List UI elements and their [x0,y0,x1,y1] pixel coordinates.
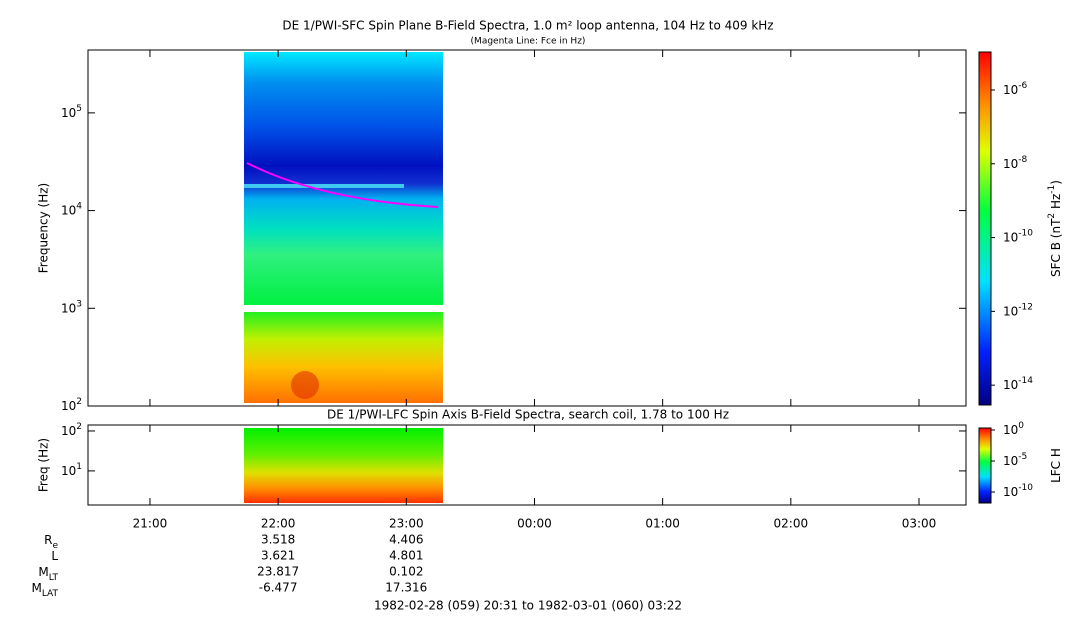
y-tick-label: 103 [61,299,82,315]
text-sup: -14 [1018,376,1033,386]
text: 10 [61,105,76,119]
text: 10 [1003,230,1018,244]
orbit-label: MLAT [31,581,58,599]
footer: 1982-02-28 (059) 20:31 to 1982-03-01 (06… [374,599,682,613]
x-tick-label: 00:00 [517,517,552,531]
spectrogram-feature [291,371,319,399]
spectrogram-low [244,312,443,403]
colorbar-tick-label: 10-8 [1003,154,1028,170]
y-tick-label: 101 [61,461,82,477]
text: R [44,533,52,547]
y-axis-label: Frequency (Hz) [37,183,51,274]
orbit-label: MLT [38,565,58,583]
orbit-label: Re [44,533,58,551]
colorbar-tick-label: 100 [1003,420,1024,436]
x-tick-label: 22:00 [261,517,296,531]
text-sup: -10 [1018,228,1033,238]
colorbar [979,52,991,405]
title: DE 1/PWI-SFC Spin Plane B-Field Spectra,… [282,19,773,33]
orbit-value: 23.817 [257,565,299,579]
text: ) [1049,180,1063,185]
text: 10 [61,423,76,437]
text: LFC H [1049,448,1063,483]
spectrogram-lfc [244,428,443,503]
text: 10 [1003,304,1018,318]
orbit-value: 4.801 [389,549,423,563]
colorbar-tick-label: 10-14 [1003,376,1033,392]
text-sup: -1 [1047,185,1057,194]
orbit-value: 17.316 [385,581,427,595]
y-tick-label: 102 [61,397,82,413]
text: 10 [1003,156,1018,170]
text-sup: 5 [76,103,82,113]
text: M [31,581,41,595]
colorbar-frame [978,51,992,406]
x-tick-label: 21:00 [133,517,168,531]
x-tick-label: 01:00 [645,517,680,531]
colorbar-tick-label: 10-10 [1003,228,1033,244]
text: L [51,549,58,563]
colorbar [979,428,991,503]
text-sub: LT [49,573,59,583]
y-tick-label: 104 [61,201,82,217]
colorbar-tick-label: 10-12 [1003,302,1033,318]
spectrogram-high [244,52,443,305]
text: 10 [1003,422,1018,436]
subtitle: (Magenta Line: Fce in Hz) [471,37,586,47]
text-sup: 2 [1047,213,1057,219]
spectrogram-feature [244,184,404,188]
text-sub: LAT [42,589,59,599]
text: 10 [1003,378,1018,392]
orbit-value: -6.477 [259,581,298,595]
text-sup: 4 [76,201,82,211]
x-tick-label: 23:00 [389,517,424,531]
text-sup: 2 [76,421,82,431]
text-sup: -8 [1018,154,1027,164]
text-sup: -12 [1018,302,1033,312]
text-sup: 0 [1018,420,1024,430]
text-sup: 1 [76,461,82,471]
x-tick-label: 03:00 [902,517,937,531]
orbit-label: L [51,549,58,563]
colorbar-frame [978,427,992,504]
colorbar-tick-label: 10-6 [1003,80,1028,96]
text-sup: 3 [76,299,82,309]
axes [87,49,967,407]
text: M [38,565,48,579]
y-axis-label: Freq (Hz) [37,438,51,492]
colorbar-label: SFC B (nT2 Hz-1) [1047,180,1063,277]
text: 10 [1003,454,1018,468]
x-tick-label: 02:00 [774,517,809,531]
text: 10 [61,399,76,413]
y-tick-label: 105 [61,103,82,119]
text: Hz [1049,194,1063,213]
text: 10 [61,301,76,315]
colorbar-label: LFC H [1049,448,1063,483]
text-sub: e [52,541,58,551]
text-sup: 2 [76,397,82,407]
text: 10 [1003,485,1018,499]
orbit-value: 0.102 [389,565,423,579]
text-sup: -5 [1018,452,1027,462]
text-sup: -10 [1018,483,1033,493]
orbit-value: 3.518 [261,533,295,547]
axes [87,424,967,506]
text: 10 [1003,82,1018,96]
colorbar-tick-label: 10-5 [1003,452,1027,468]
colorbar-tick-label: 10-10 [1003,483,1033,499]
orbit-value: 3.621 [261,549,295,563]
y-tick-label: 102 [61,421,82,437]
panel-title: DE 1/PWI-LFC Spin Axis B-Field Spectra, … [327,408,729,422]
orbit-value: 4.406 [389,533,423,547]
text: 10 [61,203,76,217]
text: 10 [61,463,76,477]
text-sup: -6 [1018,80,1027,90]
fce-line [246,162,439,208]
text: SFC B (nT [1049,218,1063,277]
